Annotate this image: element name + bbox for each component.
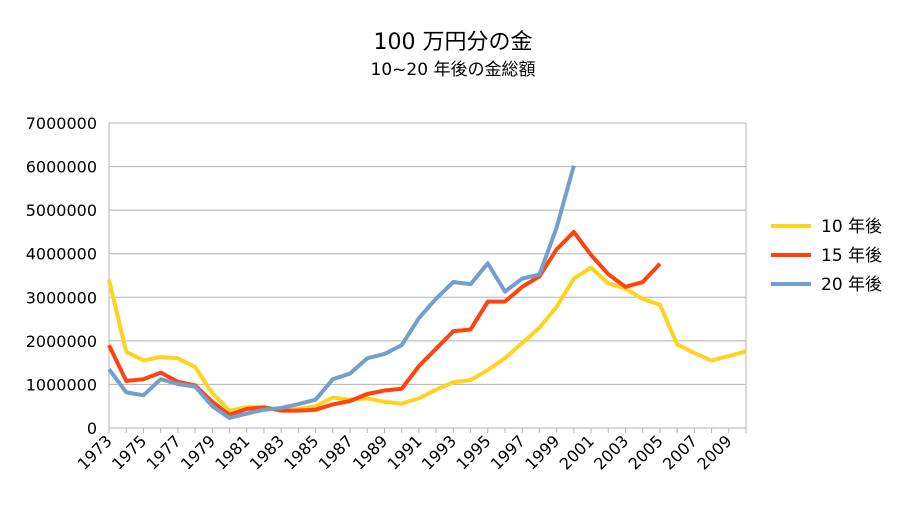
x-tick-label: 1991	[383, 431, 425, 473]
legend-label: 20 年後	[821, 275, 882, 295]
chart-subtitle: 10~20 年後の金総額	[371, 60, 536, 80]
series-line	[107, 165, 576, 420]
x-tick-label: 1979	[177, 431, 219, 473]
x-tick-label: 2007	[659, 431, 701, 473]
y-tick-label: 6000000	[26, 158, 97, 177]
y-tick-label: 3000000	[26, 288, 97, 307]
y-tick-label: 7000000	[26, 114, 97, 133]
legend: 10 年後 15 年後 20 年後	[771, 217, 882, 295]
x-tick-label: 2005	[625, 431, 667, 473]
series-lines	[107, 165, 747, 420]
x-tick-label: 1975	[108, 431, 150, 473]
y-tick-label: 5000000	[26, 201, 97, 220]
chart-title: 100 万円分の金	[374, 30, 533, 55]
x-tick-label: 2009	[693, 431, 735, 473]
x-tick-label: 2001	[556, 431, 598, 473]
x-tick-label: 1999	[521, 431, 563, 473]
x-tick-label: 1995	[452, 431, 494, 473]
y-tick-label: 1000000	[26, 375, 97, 394]
x-tick-label: 1987	[315, 431, 357, 473]
x-tick-label: 1989	[349, 431, 391, 473]
y-tick-label: 4000000	[26, 245, 97, 264]
x-tick-label: 1981	[211, 431, 253, 473]
x-tick-label: 1985	[280, 431, 322, 473]
series-line	[107, 265, 747, 413]
x-tick-label: 2003	[590, 431, 632, 473]
y-tick-label: 2000000	[26, 332, 97, 351]
legend-label: 15 年後	[821, 246, 882, 266]
x-tick-label: 1983	[246, 431, 288, 473]
x-tick-label: 1993	[418, 431, 460, 473]
x-tick-label: 1997	[487, 431, 529, 473]
legend-label: 10 年後	[821, 217, 882, 237]
grid	[108, 122, 747, 429]
x-tick-label: 1973	[74, 431, 116, 473]
y-tick-label: 0	[87, 419, 97, 438]
x-tick-label: 1977	[142, 431, 184, 473]
